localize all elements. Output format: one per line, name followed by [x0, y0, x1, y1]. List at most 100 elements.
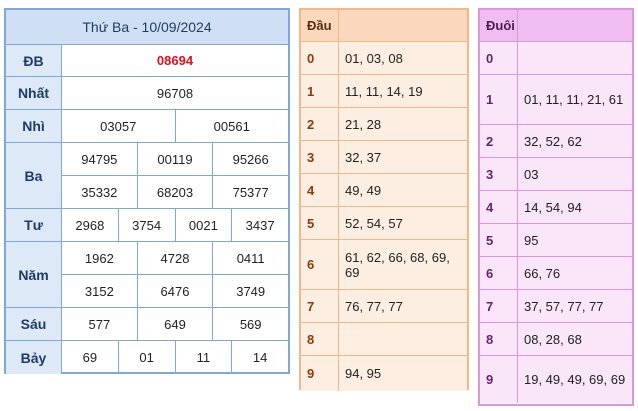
duoi-numbers: 66, 76 [524, 265, 561, 281]
dau-digit: 2 [301, 108, 339, 140]
prize-label: Tư [6, 209, 62, 241]
special-prize-number: 08694 [156, 53, 194, 68]
dau-row: 9 94, 95 [301, 356, 467, 391]
duoi-digit: 3 [480, 158, 518, 190]
dau-digit: 4 [301, 174, 339, 206]
dau-row: 4 49, 49 [301, 174, 467, 207]
duoi-rows: 0 1 01, 11, 11, 21, 61 2 32, 52, 62 3 03 4 14, 5… [480, 42, 632, 403]
prize-number: 3754 [117, 209, 175, 241]
dau-row: 3 32, 37 [301, 141, 467, 174]
prize-number: 00119 [136, 143, 213, 175]
duoi-numbers: 32, 52, 62 [524, 133, 582, 149]
dau-numbers: 21, 28 [345, 116, 382, 132]
prize-line: 96708 [62, 77, 288, 109]
duoi-row: 1 01, 11, 11, 21, 61 [480, 75, 632, 125]
prize-number: 95266 [212, 143, 288, 175]
prize-line: 94795 00119 95266 [62, 143, 288, 175]
prize-line: 35332 68203 75377 [62, 175, 288, 208]
prize-number: 00561 [174, 110, 289, 142]
duoi-numbers [518, 42, 632, 74]
prize-number: 94795 [81, 151, 118, 167]
dau-row: 1 11, 11, 14, 19 [301, 75, 467, 108]
results-title: Thứ Ba - 10/09/2024 [6, 10, 288, 45]
dau-digit: 8 [301, 323, 339, 355]
prize-number: 6476 [136, 275, 213, 307]
dau-digit: 7 [301, 290, 339, 322]
prize-values: 03057 00561 [62, 110, 288, 142]
prize-line: 1962 4728 0411 [62, 242, 288, 274]
dau-numbers: 61, 62, 66, 68, 69, 69 [345, 249, 450, 280]
prize-number: 3152 [84, 283, 114, 299]
dau-numbers: 11, 11, 14, 19 [345, 83, 423, 99]
dau-numbers: 76, 77, 77 [345, 298, 403, 314]
duoi-numbers: 19, 49, 49, 69, 69 [524, 372, 626, 387]
duoi-numbers: 37, 57, 77, 77 [524, 298, 604, 314]
duoi-digit: 7 [480, 290, 518, 322]
prize-rows: ĐB 08694 Nhất 96708 Nhì 03057 00561 Ba 94795 0011… [6, 45, 288, 374]
prize-number: 68203 [136, 176, 213, 208]
dau-digit: 9 [301, 356, 339, 391]
prize-label: Nhất [6, 77, 62, 109]
prize-number: 35332 [81, 184, 118, 200]
prize-number: 69 [82, 350, 98, 365]
prize-number: 75377 [212, 176, 288, 208]
dau-numbers [339, 323, 467, 355]
prize-number: 1962 [84, 250, 114, 266]
duoi-digit: 4 [480, 191, 518, 223]
duoi-row: 7 37, 57, 77, 77 [480, 290, 632, 323]
duoi-row: 3 03 [480, 158, 632, 191]
prize-number: 649 [136, 308, 213, 340]
duoi-digit: 8 [480, 323, 518, 355]
prize-number: 3437 [231, 209, 288, 241]
prize-number: 11 [174, 341, 232, 374]
duoi-header-blank [518, 10, 632, 41]
prize-number: 96708 [156, 85, 194, 101]
dau-header: Đầu [301, 10, 467, 42]
duoi-digit: 9 [480, 356, 518, 403]
prize-label: ĐB [6, 45, 62, 76]
prize-number: 03057 [100, 118, 137, 134]
prize-values: 1962 4728 0411 3152 6476 3749 [62, 242, 288, 307]
duoi-digit: 2 [480, 125, 518, 157]
dau-digit: 3 [301, 141, 339, 173]
prize-line: 2968 3754 0021 3437 [62, 209, 288, 241]
dau-numbers: 94, 95 [345, 366, 382, 381]
prize-number: 577 [88, 316, 111, 332]
dau-digit: 0 [301, 42, 339, 74]
duoi-digit: 1 [480, 75, 518, 124]
prize-values: 94795 00119 95266 35332 68203 75377 [62, 143, 288, 208]
dau-numbers: 52, 54, 57 [345, 215, 403, 231]
prize-label: Bảy [6, 341, 62, 374]
dau-row: 6 61, 62, 66, 68, 69, 69 [301, 240, 467, 290]
prize-values: 577 649 569 [62, 308, 288, 340]
duoi-digit: 6 [480, 257, 518, 289]
dau-row: 2 21, 28 [301, 108, 467, 141]
prize-line: 3152 6476 3749 [62, 274, 288, 307]
prize-number: 2968 [75, 217, 105, 233]
prize-row: Bảy 69 01 11 14 [6, 341, 288, 374]
dau-row: 7 76, 77, 77 [301, 290, 467, 323]
dau-digit: 6 [301, 240, 339, 289]
duoi-row: 5 95 [480, 224, 632, 257]
dau-numbers: 32, 37 [345, 149, 382, 165]
prize-values: 08694 [62, 45, 288, 76]
prize-number: 14 [231, 341, 288, 374]
dau-header-blank [339, 10, 467, 41]
prize-values: 69 01 11 14 [62, 341, 288, 374]
duoi-numbers: 95 [524, 232, 539, 248]
prize-row: Nhì 03057 00561 [6, 110, 288, 143]
prize-line: 69 01 11 14 [62, 341, 288, 374]
prize-number: 569 [212, 308, 288, 340]
duoi-row: 4 14, 54, 94 [480, 191, 632, 224]
prize-row: ĐB 08694 [6, 45, 288, 77]
prize-line: 03057 00561 [62, 110, 288, 142]
prize-number: 0411 [212, 242, 288, 274]
prize-row: Ba 94795 00119 95266 35332 68203 75377 [6, 143, 288, 209]
prize-row: Nhất 96708 [6, 77, 288, 110]
prize-line: 08694 [62, 45, 288, 76]
duoi-header: Đuôi [480, 10, 632, 42]
prize-number: 4728 [136, 242, 213, 274]
dau-header-label: Đầu [301, 10, 339, 41]
duoi-row: 9 19, 49, 49, 69, 69 [480, 356, 632, 403]
duoi-numbers: 01, 11, 11, 21, 61 [524, 92, 624, 107]
